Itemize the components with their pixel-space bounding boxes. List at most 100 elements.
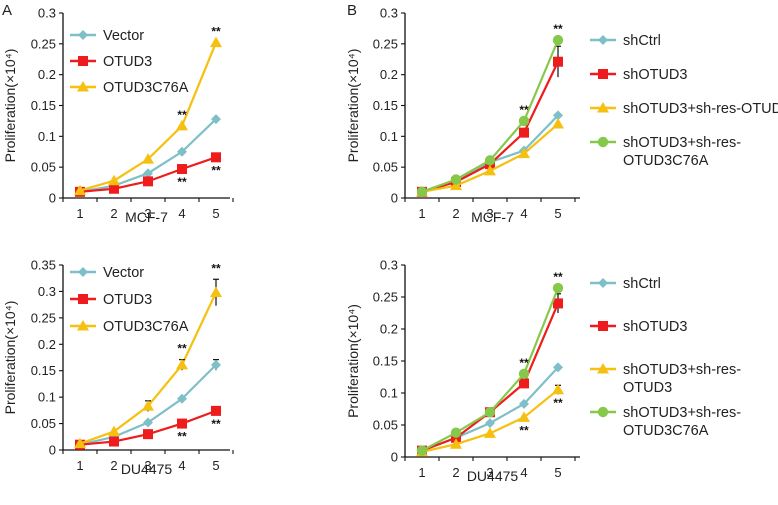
- data-point: [519, 398, 529, 409]
- significance-mark: **: [177, 342, 187, 356]
- significance-mark: **: [211, 25, 221, 39]
- x-axis-label: MCF-7: [471, 209, 514, 225]
- x-tick-label: 1: [418, 465, 425, 480]
- legend-marker: [598, 69, 608, 79]
- legend-label: OTUD3: [623, 380, 672, 396]
- data-point: [143, 168, 153, 179]
- significance-mark: **: [519, 356, 529, 370]
- data-point: [210, 286, 222, 297]
- x-tick-label: 5: [554, 465, 561, 480]
- panel-label-a: A: [2, 2, 12, 19]
- data-point: [553, 298, 563, 309]
- legend-label: shOTUD3+sh-res-: [623, 405, 741, 421]
- legend-label: shCtrl: [623, 33, 661, 49]
- legend-label: OTUD3: [103, 54, 152, 70]
- legend-label: shOTUD3: [623, 319, 687, 335]
- data-point: [416, 186, 428, 198]
- y-tick-label: 0: [49, 443, 56, 458]
- data-point: [518, 368, 530, 379]
- legend-label: OTUD3C76A: [623, 153, 709, 169]
- data-point: [484, 164, 496, 176]
- legend-marker: [597, 406, 609, 418]
- legend-label: shOTUD3+sh-res-OTUD3: [623, 101, 778, 117]
- data-point: [143, 429, 153, 440]
- data-point: [74, 437, 86, 449]
- y-tick-label: 0.25: [373, 36, 398, 51]
- legend-marker: [78, 294, 88, 304]
- series-line: [421, 114, 559, 193]
- significance-mark: **: [211, 163, 221, 177]
- significance-mark: **: [177, 175, 187, 189]
- legend-label: OTUD3: [103, 292, 152, 308]
- chart-b: 0 0.05 0.1 0.15 0.2 0.25 0.3 1 2 3 4 5 Proliferation…: [345, 6, 778, 226]
- data-point: [109, 183, 119, 194]
- legend-label: Vector: [103, 265, 144, 281]
- legend-marker: [78, 56, 88, 66]
- data-point: [450, 174, 462, 185]
- x-tick-label: 5: [554, 206, 561, 221]
- legend-marker: [598, 35, 608, 45]
- y-tick-label: 0.05: [373, 418, 398, 433]
- data-point: [176, 358, 188, 370]
- significance-mark: **: [553, 396, 563, 410]
- y-tick-label: 0.35: [31, 258, 56, 273]
- x-tick-label: 1: [76, 458, 83, 473]
- data-point: [109, 436, 119, 447]
- data-point: [211, 405, 221, 416]
- data-point: [518, 147, 530, 159]
- y-tick-label: 0.1: [38, 390, 56, 405]
- data-point: [108, 425, 120, 436]
- y-axis-label: Proliferation(×10⁴): [345, 49, 361, 163]
- data-point: [108, 174, 120, 186]
- y-tick-label: 0.05: [373, 160, 398, 175]
- y-tick-label: 0.3: [380, 258, 398, 273]
- y-tick-label: 0.1: [380, 129, 398, 144]
- significance-mark: **: [177, 430, 187, 444]
- y-axis-label: Proliferation(×10⁴): [2, 301, 18, 415]
- data-point: [553, 362, 563, 373]
- x-axis-label: DU4475: [121, 461, 173, 477]
- legend-label: OTUD3C76A: [103, 319, 189, 335]
- x-axis-label: DU4475: [467, 468, 519, 484]
- data-point: [211, 114, 221, 125]
- chart-a2: 0 0.05 0.1 0.15 0.2 0.25 0.3 0.35 1 2 3 4 5 Prolifera…: [2, 258, 234, 477]
- data-point: [177, 146, 187, 157]
- x-tick-label: 4: [520, 465, 527, 480]
- data-point: [210, 36, 222, 48]
- x-tick-label: 4: [178, 458, 185, 473]
- legend-marker: [78, 30, 88, 40]
- significance-mark: **: [519, 103, 529, 117]
- legend-label: OTUD3C76A: [103, 80, 189, 96]
- x-tick-label: 2: [452, 206, 459, 221]
- significance-mark: **: [177, 108, 187, 122]
- y-tick-label: 0.05: [31, 160, 56, 175]
- x-tick-label: 2: [452, 465, 459, 480]
- x-tick-label: 4: [178, 206, 185, 221]
- y-tick-label: 0.2: [380, 67, 398, 82]
- y-tick-label: 0.25: [373, 290, 398, 305]
- data-point: [177, 393, 187, 404]
- y-tick-label: 0.2: [38, 67, 56, 82]
- data-point: [142, 153, 154, 164]
- data-point: [450, 438, 462, 449]
- x-tick-label: 3: [486, 465, 493, 480]
- y-tick-label: 0.3: [380, 6, 398, 21]
- data-point: [211, 359, 221, 370]
- data-point: [552, 383, 564, 395]
- y-tick-label: 0.2: [38, 337, 56, 352]
- legend-marker: [598, 321, 608, 331]
- chart-a: 0 0.05 0.1 0.15 0.2 0.25 0.3 1 2 3 4 5 Proliferation…: [2, 6, 234, 225]
- y-axis-label: Proliferation(×10⁴): [2, 49, 18, 163]
- y-tick-label: 0.3: [38, 6, 56, 21]
- data-point: [518, 115, 530, 127]
- data-point: [484, 427, 496, 438]
- chart-b2: 0 0.05 0.1 0.15 0.2 0.25 0.3 1 2 3 4 5 Proliferation…: [345, 258, 741, 485]
- x-tick-label: 1: [418, 206, 425, 221]
- y-tick-label: 0.2: [380, 322, 398, 337]
- y-tick-label: 0.1: [38, 129, 56, 144]
- data-point: [552, 34, 564, 46]
- x-tick-label: 2: [110, 458, 117, 473]
- legend-marker: [598, 278, 608, 288]
- significance-mark: **: [211, 261, 221, 275]
